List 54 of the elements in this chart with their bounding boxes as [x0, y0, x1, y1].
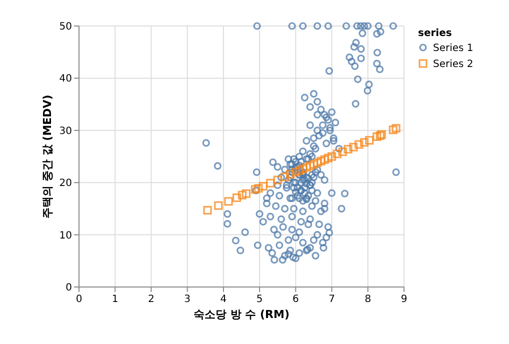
point: [302, 163, 311, 172]
x-tick-label: 7: [328, 294, 335, 305]
point: [372, 132, 382, 141]
point: [313, 158, 322, 168]
point: [266, 178, 275, 188]
x-tick-label: 6: [292, 294, 299, 305]
point: [258, 182, 268, 191]
point: [294, 166, 304, 175]
point: [203, 206, 212, 215]
point: [316, 156, 326, 166]
point: [224, 197, 233, 206]
x-tick-label: 0: [76, 294, 82, 305]
point: [349, 142, 358, 152]
point: [273, 176, 282, 184]
x-tick-label: 4: [220, 294, 227, 305]
point: [232, 193, 242, 202]
point: [324, 154, 332, 162]
point: [338, 148, 347, 156]
point: [360, 138, 369, 147]
x-tick-label: 8: [364, 294, 372, 305]
legend-label: Series 1: [433, 43, 474, 54]
x-tick-label: 1: [112, 294, 118, 305]
point: [306, 162, 314, 170]
point: [392, 124, 400, 133]
point: [280, 172, 290, 182]
point: [388, 126, 398, 134]
point: [332, 150, 342, 158]
point: [214, 201, 223, 210]
y-tick-label: 50: [59, 22, 72, 32]
x-tick-label: 2: [148, 294, 154, 305]
point: [344, 144, 352, 154]
y-tick-label: 40: [59, 74, 72, 85]
x-axis-title: 숙소당 방 수 (RM): [194, 308, 290, 321]
point: [309, 160, 318, 169]
legend-title: series: [418, 28, 452, 39]
y-axis-title: 주택의 중간 값 (MEDV): [41, 94, 54, 218]
point: [242, 189, 250, 198]
x-tick-label: 3: [184, 294, 191, 305]
y-tick-label: 30: [59, 126, 72, 137]
point: [291, 168, 300, 176]
point: [298, 164, 308, 174]
point: [327, 152, 336, 161]
x-tick-label: 5: [256, 294, 263, 305]
point: [254, 184, 263, 193]
point: [365, 136, 374, 145]
point: [286, 170, 295, 179]
point: [238, 190, 247, 200]
y-tick-label: 10: [59, 230, 72, 242]
point: [354, 140, 364, 149]
point: [320, 155, 329, 164]
x-tick-label: 9: [400, 294, 408, 305]
y-tick-label: 20: [59, 178, 72, 190]
y-tick-label: 0: [66, 282, 72, 294]
legend-label: Series 2: [433, 59, 474, 70]
